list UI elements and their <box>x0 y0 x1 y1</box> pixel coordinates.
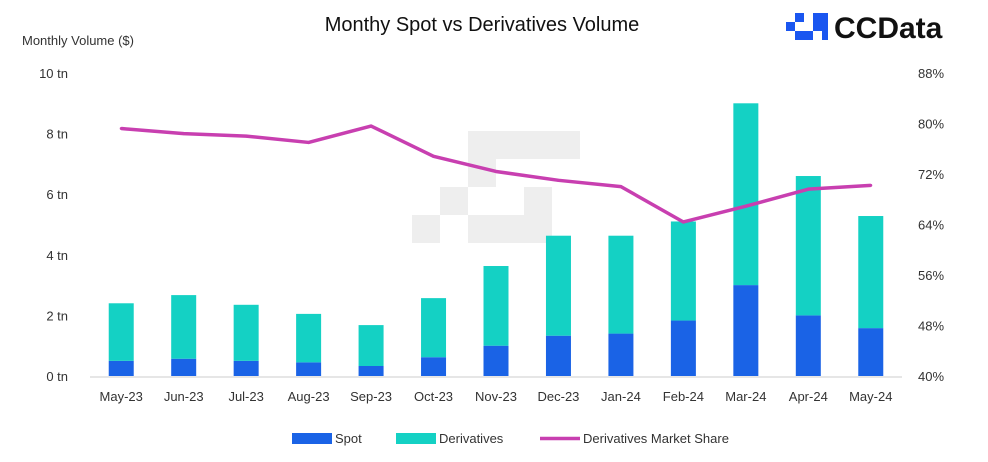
x-tick-label: Aug-23 <box>288 389 330 404</box>
market-share-point <box>244 134 248 138</box>
watermark-block <box>496 215 524 243</box>
bar-derivatives <box>608 235 634 334</box>
x-tick-label: Nov-23 <box>475 389 517 404</box>
legend-swatch <box>396 433 436 444</box>
bars <box>108 103 884 376</box>
market-share-point <box>119 127 123 131</box>
x-tick-label: May-23 <box>100 389 143 404</box>
watermark-block <box>468 215 496 243</box>
y-axis-left: 0 tn 2 tn 4 tn 6 tn 8 tn 10 tn <box>39 66 68 384</box>
x-tick-label: Jun-23 <box>164 389 204 404</box>
bar-spot <box>108 360 134 376</box>
watermark-block <box>468 159 496 187</box>
legend-swatch <box>292 433 332 444</box>
y-tick-label: 6 tn <box>46 187 68 202</box>
watermark-block <box>412 215 440 243</box>
y-axis-label: Monthly Volume ($) <box>22 33 134 48</box>
x-axis: May-23 Jun-23 Jul-23 Aug-23 Sep-23 Oct-23 Nov-… <box>100 389 893 404</box>
bar-spot <box>233 360 259 376</box>
bar-spot <box>296 362 322 376</box>
y2-tick-label: 72% <box>918 167 944 182</box>
market-share-point <box>494 169 498 173</box>
market-share-point <box>806 187 810 191</box>
x-tick-label: Sep-23 <box>350 389 392 404</box>
market-share-point <box>307 140 311 144</box>
y-tick-label: 0 tn <box>46 369 68 384</box>
legend-item: Spot <box>292 431 362 446</box>
x-tick-label: Oct-23 <box>414 389 453 404</box>
bar-derivatives <box>795 176 821 316</box>
market-share-point <box>619 185 623 189</box>
bar-spot <box>421 357 447 376</box>
bar-spot <box>171 358 197 376</box>
y-tick-label: 10 tn <box>39 66 68 81</box>
bar-derivatives <box>858 216 884 329</box>
bar-derivatives <box>358 325 384 367</box>
legend: Spot Derivatives Derivatives Market Share <box>292 431 729 446</box>
x-tick-label: Jul-23 <box>228 389 263 404</box>
market-share-point <box>182 132 186 136</box>
market-share-point <box>744 204 748 208</box>
bar-spot <box>670 320 696 376</box>
watermark-logo <box>412 131 580 243</box>
watermark-block <box>524 187 552 215</box>
x-tick-label: Apr-24 <box>789 389 828 404</box>
ccdata-logo-icon <box>786 13 828 40</box>
x-tick-label: May-24 <box>849 389 892 404</box>
bar-spot <box>858 328 884 376</box>
bar-spot <box>483 345 509 376</box>
x-tick-label: Mar-24 <box>725 389 766 404</box>
bar-derivatives <box>421 298 447 358</box>
y2-tick-label: 80% <box>918 117 944 132</box>
bar-derivatives <box>670 221 696 321</box>
y-tick-label: 4 tn <box>46 248 68 263</box>
y-tick-label: 8 tn <box>46 127 68 142</box>
x-tick-label: Dec-23 <box>538 389 580 404</box>
watermark-block <box>440 187 468 215</box>
bar-spot <box>358 366 384 376</box>
bar-derivatives <box>733 103 759 286</box>
bar-derivatives <box>545 235 571 336</box>
y2-tick-label: 64% <box>918 218 944 233</box>
legend-item: Derivatives <box>396 431 504 446</box>
chart-title: Monthy Spot vs Derivatives Volume <box>325 14 640 36</box>
bar-spot <box>795 315 821 376</box>
market-share-point <box>681 220 685 224</box>
y2-tick-label: 48% <box>918 319 944 334</box>
market-share-point <box>869 183 873 187</box>
y2-tick-label: 56% <box>918 268 944 283</box>
market-share-line <box>119 124 873 224</box>
bar-derivatives <box>483 266 509 346</box>
bar-derivatives <box>296 313 322 363</box>
bar-spot <box>545 335 571 376</box>
legend-label: Derivatives <box>439 431 504 446</box>
legend-label: Spot <box>335 431 362 446</box>
bar-derivatives <box>108 303 134 361</box>
market-share-point <box>556 178 560 182</box>
market-share-point <box>432 154 436 158</box>
ccdata-logo: CCData <box>786 12 943 45</box>
legend-label: Derivatives Market Share <box>583 431 729 446</box>
y2-tick-label: 40% <box>918 369 944 384</box>
x-tick-label: Jan-24 <box>601 389 641 404</box>
watermark-block <box>468 131 552 159</box>
legend-item: Derivatives Market Share <box>540 431 729 446</box>
bar-spot <box>608 333 634 376</box>
market-share-point <box>369 124 373 128</box>
ccdata-logo-text: CCData <box>834 12 943 45</box>
bar-derivatives <box>171 295 197 359</box>
x-tick-label: Feb-24 <box>663 389 704 404</box>
bar-derivatives <box>233 304 259 361</box>
y-axis-right: 40% 48% 56% 64% 72% 80% 88% <box>918 66 944 384</box>
y2-tick-label: 88% <box>918 66 944 81</box>
y-tick-label: 2 tn <box>46 308 68 323</box>
watermark-block <box>552 131 580 159</box>
bar-spot <box>733 285 759 376</box>
